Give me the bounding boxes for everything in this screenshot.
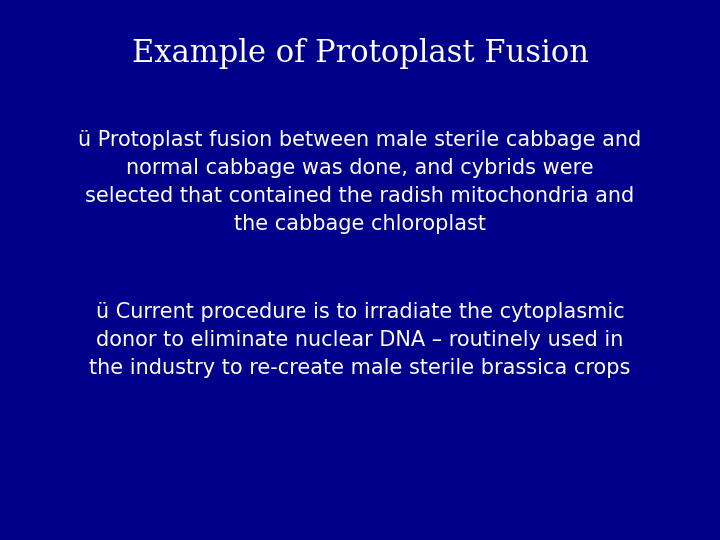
- Text: Example of Protoplast Fusion: Example of Protoplast Fusion: [132, 38, 588, 69]
- Text: ü Current procedure is to irradiate the cytoplasmic
donor to eliminate nuclear D: ü Current procedure is to irradiate the …: [89, 302, 631, 379]
- Text: ü Protoplast fusion between male sterile cabbage and
normal cabbage was done, an: ü Protoplast fusion between male sterile…: [78, 130, 642, 234]
